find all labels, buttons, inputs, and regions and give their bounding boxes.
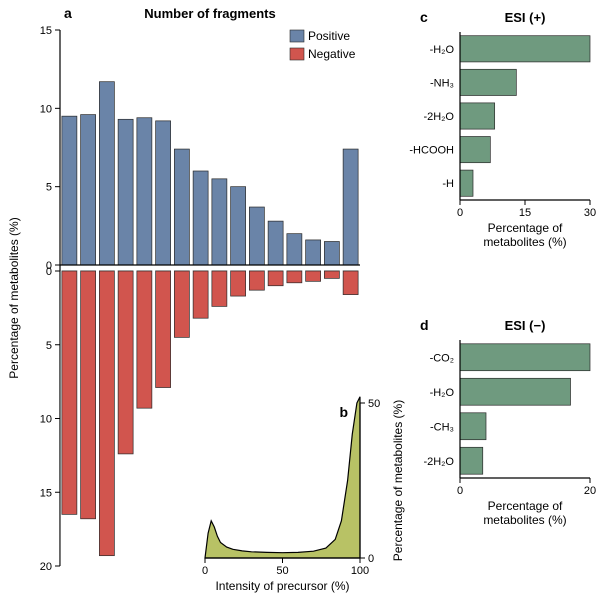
panel-c-xlabel: metabolites (%) [483,235,566,249]
panel-a-bar-positive [118,119,133,265]
panel-b-ylabel: Percentage of metabolites (%) [391,400,405,561]
panel-a-bar-negative [268,271,283,286]
panel-d-bar [460,344,590,371]
panel-a-bar-negative [306,271,321,281]
panel-a-bar-negative [287,271,302,283]
panel-a-bar-negative [212,271,227,306]
panel-c-letter: c [420,9,428,25]
panel-a-bar-positive [268,221,283,265]
panel-c-xtick: 0 [457,207,463,219]
panel-a-bar-positive [231,187,246,265]
panel-d-cat: -H₂O [430,387,455,399]
panel-c-xlabel: Percentage of [488,221,563,235]
panel-a-bar-negative [193,271,208,318]
panel-a-bar-negative [174,271,189,337]
panel-d-bar [460,413,486,440]
panel-b-xtick: 100 [351,565,369,577]
panel-a-bar-positive [99,82,114,265]
panel-a-bar-positive [324,242,339,266]
panel-a-ytick-up: 5 [46,182,52,194]
panel-d-xlabel: Percentage of [488,499,563,513]
panel-c-cat: -HCOOH [409,145,454,157]
panel-d-cat: -CO₂ [430,352,454,364]
panel-a-bar-negative [324,271,339,278]
panel-a-bar-negative [156,271,171,388]
panel-d-bar [460,378,571,405]
panel-a-ylabel: Percentage of metabolites (%) [7,217,21,378]
panel-a-bar-negative [99,271,114,556]
panel-c-cat: -H [442,178,454,190]
panel-a-bar-positive [174,149,189,265]
panel-a-ytick-down: 0 [46,266,52,278]
panel-b-ytick: 0 [368,553,374,565]
panel-a-bar-negative [343,271,358,295]
panel-a-bar-positive [156,121,171,265]
panel-a-ytick-down: 5 [46,340,52,352]
panel-a-ytick-up: 15 [40,25,52,37]
panel-a-ytick-down: 15 [40,487,52,499]
panel-c-cat: -2H₂O [423,111,454,123]
panel-b-letter: b [339,404,348,420]
panel-a-letter: a [64,5,72,21]
panel-a-bar-positive [81,115,96,265]
panel-a-ytick-down: 10 [40,414,52,426]
panel-a-bar-negative [118,271,133,454]
panel-d-cat: -CH₃ [430,421,454,433]
panel-a-bar-positive [137,118,152,265]
panel-a-bar-positive [62,116,77,265]
legend-negative-label: Negative [308,47,356,61]
panel-b-xtick: 0 [202,565,208,577]
panel-a-bar-positive [193,171,208,265]
panel-c-cat: -H₂O [430,44,455,56]
panel-c-bar [460,69,516,95]
panel-a-bar-positive [343,149,358,265]
panel-c-xtick: 30 [584,207,596,219]
panel-a-bar-negative [137,271,152,408]
panel-b-xtick: 50 [276,565,288,577]
panel-b-ytick: 50 [368,398,380,410]
panel-c-xtick: 15 [519,207,531,219]
panel-a-bar-positive [249,207,264,265]
panel-a-bar-positive [212,179,227,265]
panel-c-title: ESI (+) [505,10,546,25]
panel-a-title: Number of fragments [144,6,275,21]
panel-a-bar-positive [287,234,302,265]
panel-d-xtick: 20 [584,485,596,497]
legend-positive-label: Positive [308,29,350,43]
panel-c-cat: -NH₃ [430,77,454,89]
panel-d-xtick: 0 [457,485,463,497]
panel-d-xlabel: metabolites (%) [483,513,566,527]
panel-c-bar [460,103,495,129]
panel-a-ytick-up: 10 [40,103,52,115]
panel-d-letter: d [420,317,429,333]
panel-a-bar-negative [81,271,96,519]
panel-d-bar [460,447,483,474]
legend-positive-swatch [290,30,304,42]
panel-d-title: ESI (−) [505,318,546,333]
panel-a-bar-negative [249,271,264,290]
panel-c-bar [460,136,490,162]
panel-a-bar-negative [231,271,246,296]
panel-a-bar-negative [62,271,77,514]
panel-d-cat: -2H₂O [423,456,454,468]
panel-b-xlabel: Intensity of precursor (%) [215,579,349,593]
legend-negative-swatch [290,48,304,60]
panel-a-bar-positive [306,240,321,265]
panel-c-bar [460,170,473,196]
panel-c-bar [460,36,590,62]
panel-a-ytick-down: 20 [40,561,52,573]
